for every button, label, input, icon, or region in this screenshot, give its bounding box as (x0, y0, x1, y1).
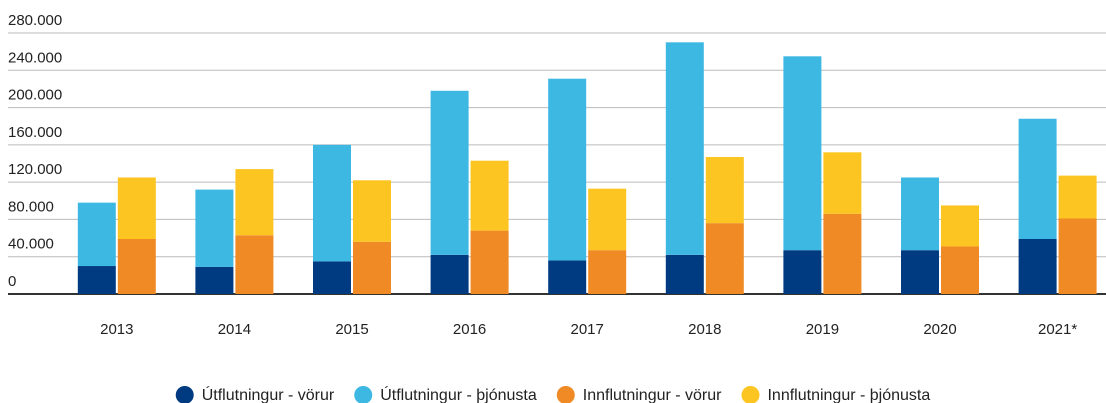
x-tick-label: 2018 (688, 321, 721, 338)
bar (313, 261, 351, 294)
legend-marker (175, 386, 194, 403)
bar (665, 254, 704, 294)
bar (195, 266, 234, 294)
bar (901, 250, 939, 294)
legend-label: Útflutningur - þjónusta (380, 385, 537, 403)
y-tick-label: 160.000 (8, 124, 62, 141)
bar (117, 239, 156, 294)
y-tick-label: 280.000 (8, 12, 62, 29)
x-tick-label: 2021* (1038, 321, 1077, 338)
bar (823, 213, 862, 294)
bar (313, 144, 351, 262)
x-tick-label: 2013 (100, 321, 133, 338)
bar (1058, 175, 1097, 219)
x-tick-label: 2015 (335, 321, 368, 338)
bar (235, 169, 274, 236)
x-tick-label: 2017 (571, 321, 604, 338)
bar (941, 205, 979, 247)
y-tick-label: 200.000 (8, 87, 62, 104)
x-tick-label: 2016 (453, 321, 486, 338)
bar (548, 260, 587, 294)
x-tick-label: 2014 (218, 321, 251, 338)
bar (235, 235, 274, 294)
bar (548, 78, 587, 261)
bar (823, 152, 862, 214)
bar (117, 177, 156, 240)
bar (1018, 239, 1057, 294)
y-tick-label: 40.000 (8, 236, 54, 253)
legend-label: Útflutningur - vörur (202, 385, 335, 403)
y-tick-label: 0 (8, 273, 16, 290)
legend-marker (556, 386, 575, 403)
bar (77, 266, 116, 294)
bar (430, 254, 469, 294)
bar (941, 246, 979, 294)
bar (783, 250, 822, 294)
legend-marker (741, 386, 760, 403)
legend-label: Innflutningur - þjónusta (767, 387, 930, 403)
bar (1018, 118, 1057, 240)
bar (470, 160, 509, 231)
legend-marker (354, 386, 373, 403)
bar (1058, 218, 1097, 294)
bar (77, 202, 116, 267)
bar (470, 230, 509, 294)
bar (705, 156, 744, 224)
bar (783, 56, 822, 251)
y-tick-label: 120.000 (8, 161, 62, 178)
bar (705, 223, 744, 294)
x-tick-label: 2019 (806, 321, 839, 338)
legend-label: Innflutningur - vörur (583, 387, 722, 403)
x-tick-label: 2020 (923, 321, 956, 338)
bar (665, 42, 704, 255)
bar (588, 250, 627, 294)
bar (430, 90, 469, 255)
bar (353, 180, 391, 242)
bar (588, 188, 627, 251)
y-tick-label: 240.000 (8, 49, 62, 66)
y-tick-label: 80.000 (8, 198, 54, 215)
bar (353, 241, 391, 294)
bar (901, 177, 939, 251)
bar (195, 189, 234, 267)
